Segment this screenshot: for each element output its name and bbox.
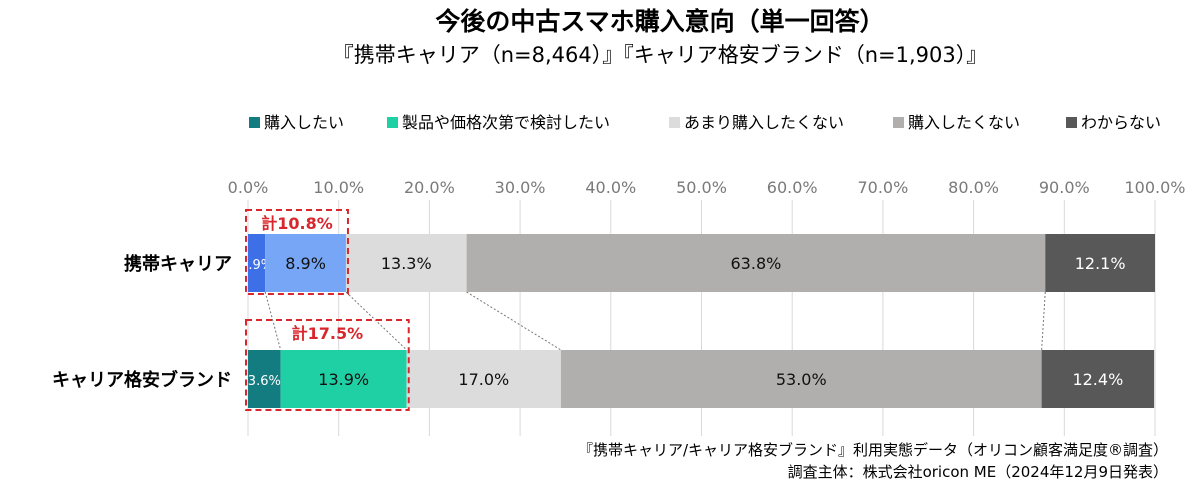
legend-label: 製品や価格次第で検討したい — [402, 113, 610, 132]
x-tick-label: 100.0% — [1124, 178, 1185, 197]
total-label: 計10.8% — [261, 214, 333, 233]
legend-item: あまり購入したくない — [669, 113, 844, 132]
total-callout: 計10.8% — [245, 209, 349, 295]
x-tick-label: 50.0% — [676, 178, 727, 197]
x-tick-label: 30.0% — [495, 178, 546, 197]
bar-segment — [248, 234, 266, 292]
legend-item: 製品や価格次第で検討したい — [387, 113, 610, 132]
data-label: 1.9% — [240, 258, 273, 273]
legend-swatch — [1066, 117, 1077, 128]
connector-line — [1041, 291, 1046, 351]
total-callouts: 計10.8% 計17.5% — [245, 209, 410, 411]
source-line-2: 調査主体：株式会社oricon ME（2024年12月9日発表） — [788, 463, 1168, 481]
legend-label: あまり購入したくない — [684, 113, 844, 132]
legend-label: わからない — [1081, 113, 1161, 132]
total-box — [245, 319, 410, 411]
total-box — [245, 209, 349, 295]
legend-swatch — [893, 117, 904, 128]
source-line-1: 『携帯キャリア/キャリア格安ブランド』利用実態データ（オリコン顧客満足度®調査） — [578, 441, 1168, 459]
legend-item: 購入したくない — [893, 113, 1020, 132]
category-label: キャリア格安ブランド — [52, 369, 232, 391]
bar-segment — [1041, 350, 1155, 408]
connector-lines — [264, 291, 1046, 351]
x-tick-label: 0.0% — [228, 178, 269, 197]
bar-segment — [345, 234, 467, 292]
legend-label: 購入したくない — [908, 113, 1020, 132]
chart-subtitle: 『携帯キャリア（n=8,464）』『キャリア格安ブランド（n=1,903）』 — [333, 43, 988, 67]
legend-swatch — [249, 117, 260, 128]
data-label: 8.9% — [285, 254, 326, 273]
data-label: 13.9% — [318, 370, 369, 389]
legend-item: 購入したい — [249, 113, 344, 132]
bar-segment — [406, 350, 561, 408]
data-label: 3.6% — [248, 374, 281, 389]
legend-swatch — [387, 117, 398, 128]
bar-segment — [560, 350, 1042, 408]
data-label: 13.3% — [381, 254, 432, 273]
x-tick-label: 10.0% — [313, 178, 364, 197]
x-tick-label: 80.0% — [948, 178, 999, 197]
x-axis-ticks: 0.0% 10.0% 20.0% 30.0% 40.0% 50.0% 60.0% 70.0% 8… — [228, 178, 1186, 197]
bar-segment — [466, 234, 1046, 292]
legend-item: わからない — [1066, 113, 1161, 132]
x-tick-label: 20.0% — [404, 178, 455, 197]
legend: 購入したい 製品や価格次第で検討したい あまり購入したくない 購入したくない わからない — [249, 113, 1161, 132]
legend-label: 購入したい — [264, 113, 344, 132]
legend-swatch — [669, 117, 680, 128]
x-tick-label: 70.0% — [857, 178, 908, 197]
bar-segment — [1045, 234, 1155, 292]
bar-segment — [265, 234, 346, 292]
data-label: 63.8% — [731, 254, 782, 273]
data-label: 12.4% — [1072, 370, 1123, 389]
bar-segment — [280, 350, 407, 408]
data-label: 53.0% — [776, 370, 827, 389]
data-label: 12.1% — [1075, 254, 1126, 273]
chart-title: 今後の中古スマホ購入意向（単一回答） — [435, 7, 884, 36]
x-tick-label: 60.0% — [767, 178, 818, 197]
connector-line — [466, 291, 562, 351]
data-label: 17.0% — [458, 370, 509, 389]
total-callout: 計17.5% — [245, 319, 410, 411]
category-label: 携帯キャリア — [124, 253, 232, 275]
x-tick-label: 40.0% — [585, 178, 636, 197]
bar-segment — [248, 350, 281, 408]
x-tick-label: 90.0% — [1039, 178, 1090, 197]
bars: 1.9% 8.9% 13.3% 63.8% 12.1% 3.6% 13.9% 17.0% 53.… — [240, 234, 1155, 408]
total-label: 計17.5% — [292, 324, 364, 343]
